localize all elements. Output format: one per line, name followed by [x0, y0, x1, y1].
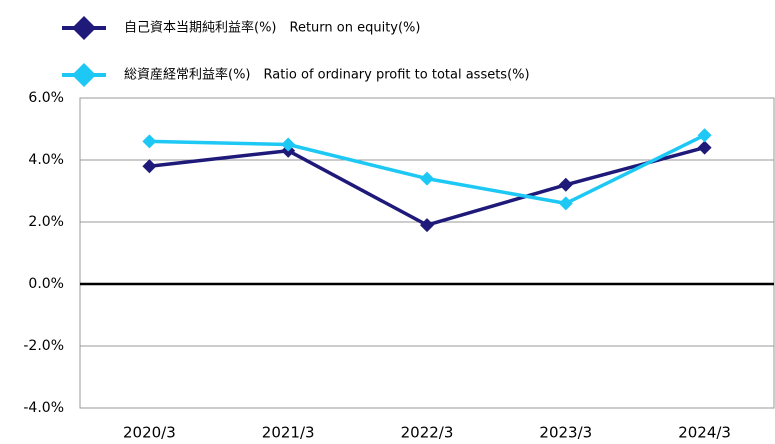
y-tick-label: -4.0% [23, 400, 64, 416]
point-marker [697, 140, 712, 155]
y-tick-label: 2.0% [28, 214, 64, 230]
legend-label: 自己資本当期純利益率(%) Return on equity(%) [124, 20, 420, 36]
legend-marker [72, 16, 96, 40]
y-tick-label: 4.0% [28, 152, 64, 168]
legend-label: 総資産経常利益率(%) Ratio of ordinary profit to … [124, 67, 530, 83]
point-marker [558, 196, 573, 211]
plot-frame [79, 97, 775, 409]
y-tick-label: -2.0% [23, 338, 64, 354]
point-marker [420, 171, 434, 186]
point-marker [697, 128, 712, 143]
point-marker [558, 177, 573, 192]
x-tick-label: 2021/3 [262, 424, 315, 442]
legend-marker [72, 63, 96, 87]
point-marker [142, 159, 157, 174]
x-tick-label: 2023/3 [539, 424, 592, 442]
x-tick-label: 2020/3 [123, 424, 176, 442]
x-tick-label: 2024/3 [678, 424, 731, 442]
point-marker [420, 218, 434, 233]
y-tick-label: 0.0% [28, 276, 64, 292]
point-marker [142, 134, 157, 149]
point-marker [281, 137, 296, 152]
x-tick-label: 2022/3 [401, 424, 454, 442]
series-line [149, 145, 706, 227]
y-tick-label: 6.0% [28, 90, 64, 106]
